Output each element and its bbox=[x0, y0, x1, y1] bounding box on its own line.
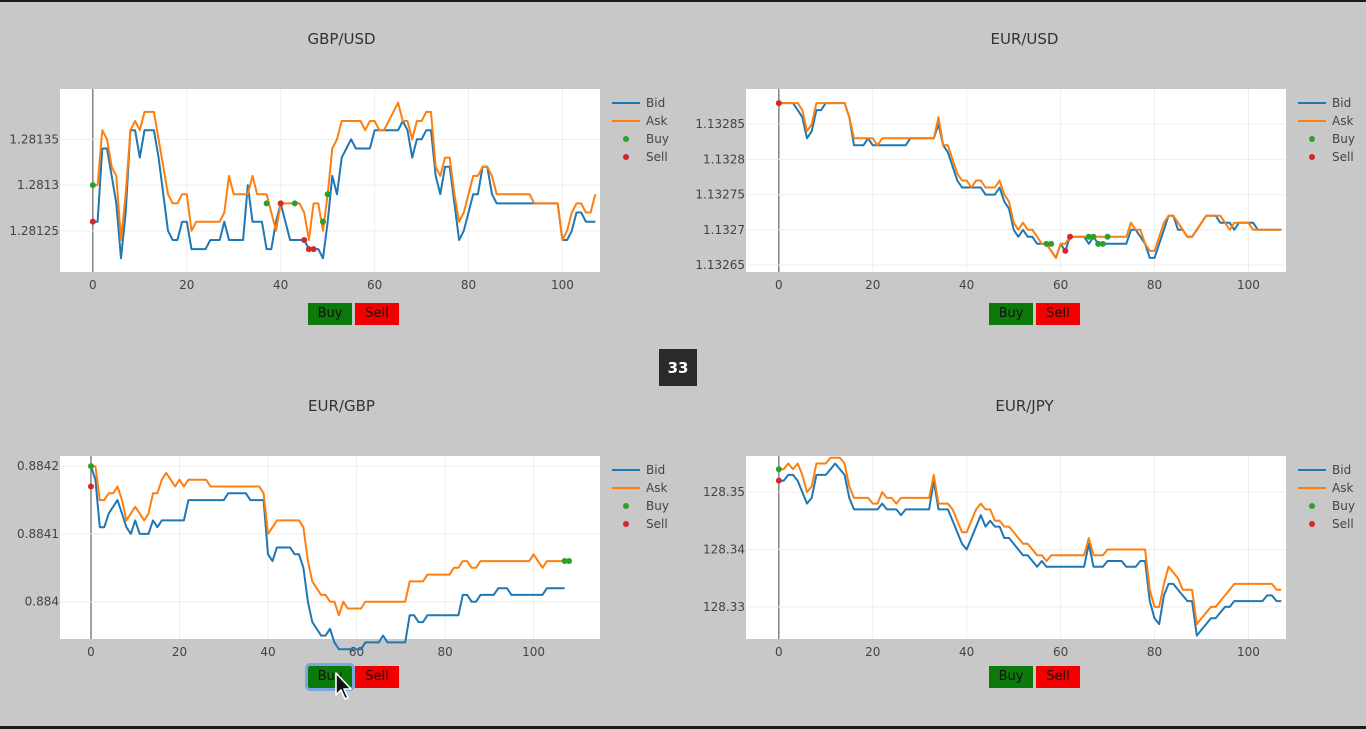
tick-counter-badge: 33 bbox=[659, 349, 697, 386]
mouse-pointer-icon bbox=[335, 672, 352, 700]
buy-button-gbp-usd[interactable]: Buy bbox=[308, 303, 352, 325]
chart-title-eur-jpy: EUR/JPY bbox=[995, 397, 1054, 415]
chart-title-eur-usd: EUR/USD bbox=[990, 30, 1059, 48]
sell-button-eur-jpy[interactable]: Sell bbox=[1036, 666, 1080, 688]
trade-buttons-eur-jpy: Buy Sell bbox=[989, 666, 1080, 688]
chart-title-gbp-usd: GBP/USD bbox=[307, 30, 376, 48]
chart-title-eur-gbp: EUR/GBP bbox=[308, 397, 375, 415]
buy-button-eur-jpy[interactable]: Buy bbox=[989, 666, 1033, 688]
sell-button-eur-usd[interactable]: Sell bbox=[1036, 303, 1080, 325]
trade-buttons-eur-usd: Buy Sell bbox=[989, 303, 1080, 325]
sell-button-eur-gbp[interactable]: Sell bbox=[355, 666, 399, 688]
buy-button-eur-usd[interactable]: Buy bbox=[989, 303, 1033, 325]
sell-button-gbp-usd[interactable]: Sell bbox=[355, 303, 399, 325]
trade-buttons-gbp-usd: Buy Sell bbox=[308, 303, 399, 325]
